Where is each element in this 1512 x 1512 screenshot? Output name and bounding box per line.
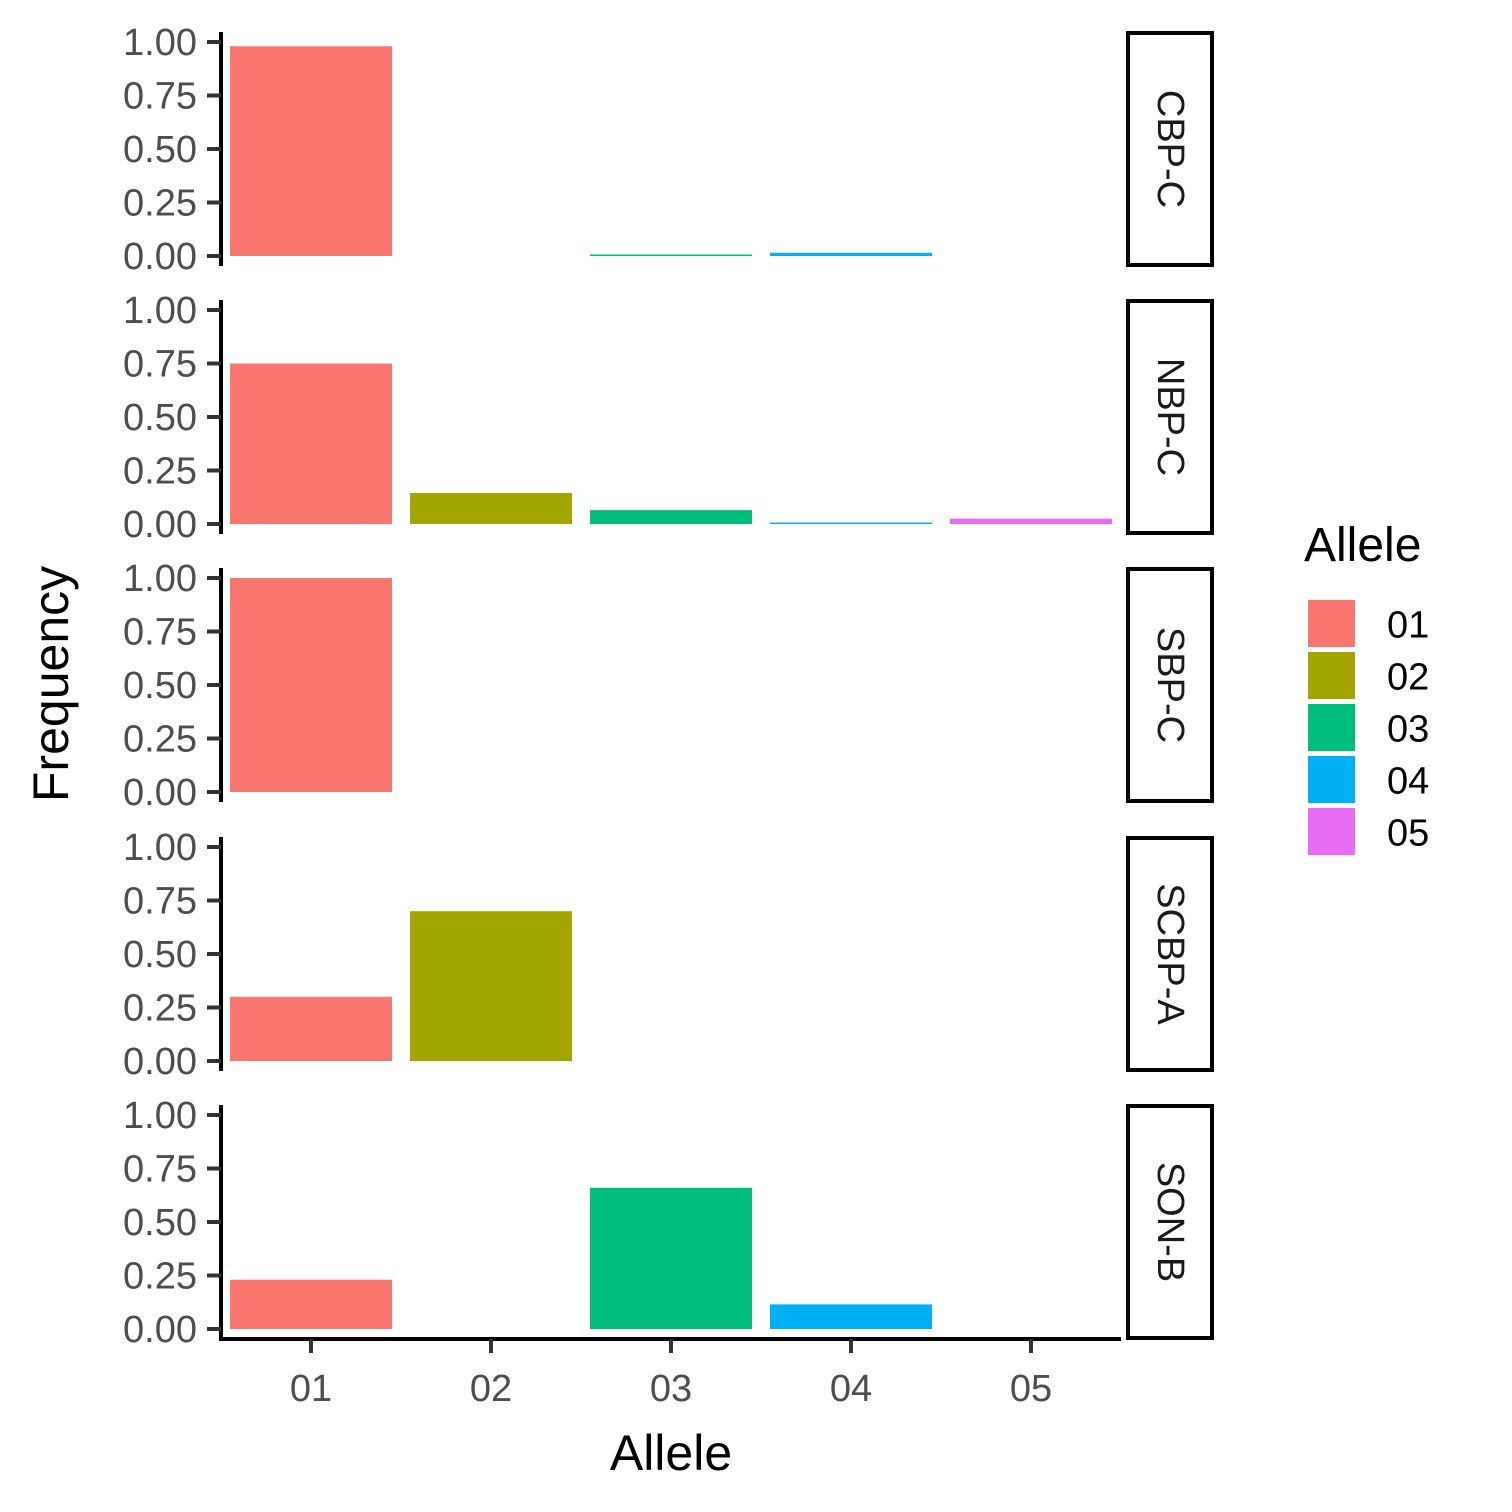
facet-strip-label: SBP-C	[1149, 627, 1191, 743]
y-tick-label: 0.50	[123, 665, 197, 707]
y-tick-label: 1.00	[123, 22, 197, 64]
facet-strip	[1126, 836, 1214, 1072]
x-axis: 01 02 03 04 05	[219, 1337, 1121, 1410]
facet-strip-label: SON-B	[1149, 1162, 1191, 1282]
y-tick-label: 0.25	[123, 719, 197, 761]
bar-SON-B-01	[230, 1279, 392, 1329]
bar-CBP-C-03	[590, 254, 752, 256]
y-tick-label: 1.00	[123, 1095, 197, 1137]
y-tick-label: 0.00	[123, 504, 197, 546]
legend-label: 03	[1387, 709, 1429, 751]
legend-label: 04	[1387, 761, 1429, 803]
y-tick-label: 0.50	[123, 397, 197, 439]
legend-key-05	[1308, 808, 1355, 855]
y-tick-label: 1.00	[123, 558, 197, 600]
legend-title: Allele	[1304, 519, 1421, 572]
facet-strip-label: SCBP-A	[1149, 883, 1191, 1025]
facet-strip	[1126, 567, 1214, 803]
y-tick-label: 0.25	[123, 183, 197, 225]
facet-panel-SON-B: 0.00 0.25 0.50 0.75 1.00 SON-B	[123, 1095, 1214, 1351]
facet-panel-NBP-C: 0.00 0.25 0.50 0.75 1.00 NBP-C	[123, 290, 1214, 546]
y-tick-label: 0.00	[123, 236, 197, 278]
x-tick-label: 03	[650, 1368, 692, 1410]
facet-strip	[1126, 31, 1214, 267]
bar-NBP-C-02	[410, 492, 572, 524]
legend-key-04	[1308, 756, 1355, 803]
y-tick-label: 1.00	[123, 827, 197, 869]
y-tick-label: 0.75	[123, 344, 197, 386]
bar-CBP-C-04	[770, 252, 932, 256]
bar-SON-B-03	[590, 1187, 752, 1329]
bar-NBP-C-01	[230, 363, 392, 524]
y-tick-label: 0.75	[123, 612, 197, 654]
bar-NBP-C-04	[770, 522, 932, 524]
bar-SCBP-A-02	[410, 911, 572, 1061]
facet-panels: 0.00 0.25 0.50 0.75 1.00 CBP-C 0.00 0.25 0.50 0.7…	[123, 22, 1214, 1351]
y-tick-label: 0.00	[123, 772, 197, 814]
bar-CBP-C-01	[230, 46, 392, 256]
legend: Allele 01 02 03 04 05	[1304, 519, 1429, 855]
legend-label: 02	[1387, 657, 1429, 699]
x-axis-title: Allele	[610, 1425, 732, 1481]
x-tick-label: 05	[1010, 1368, 1052, 1410]
bar-SBP-C-01	[230, 578, 392, 792]
y-tick-label: 0.75	[123, 76, 197, 118]
y-tick-label: 0.75	[123, 881, 197, 923]
facet-panel-SCBP-A: 0.00 0.25 0.50 0.75 1.00 SCBP-A	[123, 827, 1214, 1083]
legend-label: 05	[1387, 813, 1429, 855]
legend-label: 01	[1387, 605, 1429, 647]
y-tick-label: 0.00	[123, 1309, 197, 1351]
facet-strip	[1126, 299, 1214, 535]
y-tick-label: 0.25	[123, 451, 197, 493]
y-axis-title: Frequency	[23, 566, 79, 802]
facet-strip-label: NBP-C	[1149, 358, 1191, 476]
legend-key-01	[1308, 600, 1355, 647]
y-tick-label: 1.00	[123, 290, 197, 332]
bar-NBP-C-05	[950, 518, 1112, 524]
facet-strip	[1126, 1104, 1214, 1340]
y-tick-label: 0.75	[123, 1149, 197, 1191]
x-tick-label: 01	[290, 1368, 332, 1410]
facet-panel-CBP-C: 0.00 0.25 0.50 0.75 1.00 CBP-C	[123, 22, 1214, 278]
y-tick-label: 0.50	[123, 934, 197, 976]
bar-NBP-C-03	[590, 510, 752, 524]
facet-panel-SBP-C: 0.00 0.25 0.50 0.75 1.00 SBP-C	[123, 558, 1214, 814]
y-tick-label: 0.25	[123, 1256, 197, 1298]
bar-SCBP-A-01	[230, 996, 392, 1061]
y-tick-label: 0.00	[123, 1041, 197, 1083]
x-tick-label: 04	[830, 1368, 872, 1410]
facet-strip-label: CBP-C	[1149, 90, 1191, 208]
y-tick-label: 0.50	[123, 129, 197, 171]
legend-key-03	[1308, 704, 1355, 751]
bar-SON-B-04	[770, 1304, 932, 1329]
y-tick-label: 0.25	[123, 988, 197, 1030]
y-tick-label: 0.50	[123, 1202, 197, 1244]
legend-key-02	[1308, 652, 1355, 699]
x-tick-label: 02	[470, 1368, 512, 1410]
